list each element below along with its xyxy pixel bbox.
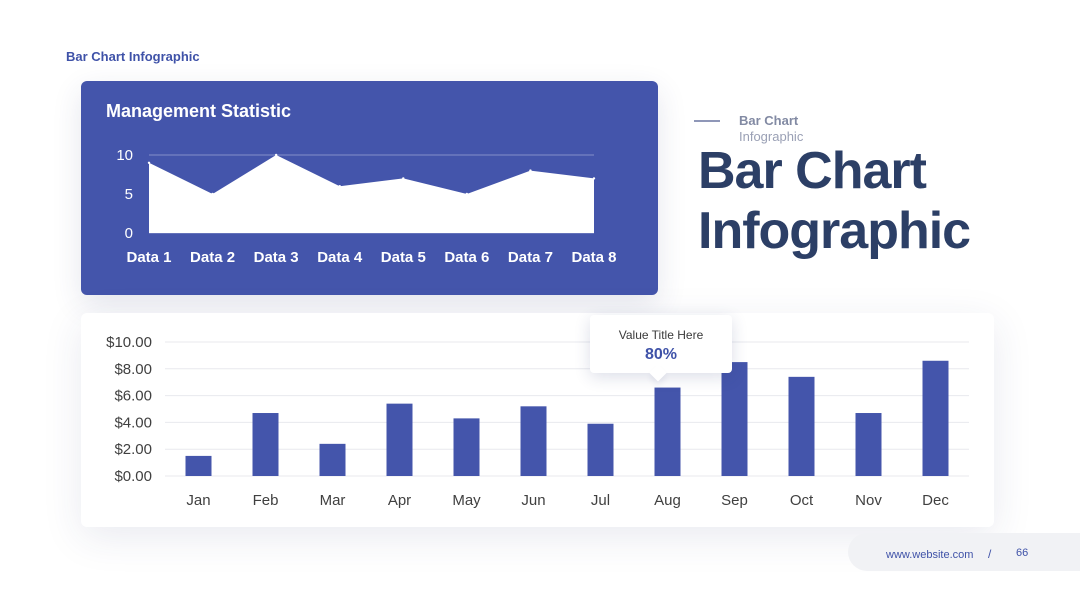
area-x-tick: Data 8 — [571, 249, 616, 266]
bar-jun — [520, 406, 547, 476]
bar-chart: $0.00 $2.00 $4.00 $6.00 $8.00 $10.00 Jan Feb Mar… — [106, 334, 969, 509]
footer-separator: / — [988, 547, 992, 561]
bar-may — [453, 418, 480, 476]
bar-x-tick: Sep — [721, 492, 748, 509]
bar-feb — [252, 413, 279, 476]
area-y-tick: 10 — [116, 147, 133, 164]
area-y-tick: 0 — [125, 225, 133, 242]
bar-y-tick: $2.00 — [114, 441, 152, 458]
bar-x-tick: Jul — [591, 492, 610, 509]
bar-y-tick: $4.00 — [114, 414, 152, 431]
area-x-tick: Data 4 — [317, 249, 363, 266]
bar-x-tick: Mar — [320, 492, 346, 509]
bar-x-tick: Jun — [521, 492, 545, 509]
footer-url[interactable]: www.website.com — [886, 549, 974, 561]
side-subtitle-line1: Bar Chart — [739, 113, 799, 128]
area-x-tick: Data 7 — [508, 249, 553, 266]
area-point — [529, 169, 532, 172]
area-x-tick: Data 2 — [190, 249, 235, 266]
area-x-tick: Data 3 — [254, 249, 299, 266]
area-x-tick: Data 5 — [381, 249, 426, 266]
bar-x-tick: Aug — [654, 492, 681, 509]
bar-y-tick: $8.00 — [114, 361, 152, 378]
area-chart-card: Management Statistic 0 5 10 Data 1 Data 2 Dat… — [81, 81, 658, 295]
area-chart-title: Management Statistic — [106, 101, 292, 121]
tooltip-title: Value Title Here — [618, 328, 704, 342]
bar-chart-card: $0.00 $2.00 $4.00 $6.00 $8.00 $10.00 Jan Feb Mar… — [81, 313, 994, 527]
area-series — [149, 155, 594, 233]
side-subtitle-line2: Infographic — [739, 129, 804, 144]
area-point — [338, 185, 341, 188]
bar-y-tick: $0.00 — [114, 468, 152, 485]
bar-apr — [386, 403, 413, 476]
area-point — [147, 161, 151, 164]
header-label: Bar Chart Infographic — [66, 49, 200, 64]
area-chart: 0 5 10 Data 1 Data 2 Data 3 Data 4 Data 5 Data 6… — [116, 147, 616, 266]
area-point — [465, 192, 469, 196]
area-x-tick: Data 6 — [444, 249, 489, 266]
area-x-tick: Data 1 — [126, 249, 171, 266]
page-number: 66 — [1016, 547, 1029, 559]
side-divider — [694, 120, 720, 122]
bar-dec — [922, 360, 949, 476]
bar-nov — [855, 413, 882, 476]
bar-y-tick: $6.00 — [114, 388, 152, 405]
bar-oct — [788, 376, 815, 476]
area-point — [211, 192, 214, 196]
bar-aug — [654, 387, 681, 476]
tooltip-value: 80% — [644, 346, 678, 363]
area-point — [402, 177, 405, 180]
bar-x-tick: Apr — [388, 492, 411, 509]
bar-y-tick: $10.00 — [106, 334, 152, 351]
bar-x-tick: Dec — [922, 492, 949, 509]
big-title-line2: Infographic — [698, 202, 971, 260]
big-title-line1: Bar Chart — [698, 142, 927, 200]
bar-x-tick: Feb — [253, 492, 279, 509]
footer-pill — [848, 533, 1080, 571]
bar-x-tick: Nov — [855, 492, 882, 509]
bar-x-tick: Jan — [186, 492, 210, 509]
bar-x-tick: Oct — [790, 492, 814, 509]
area-y-tick: 5 — [125, 186, 133, 203]
bar-sep — [721, 362, 748, 476]
bar-jul — [587, 423, 614, 476]
area-point — [274, 153, 278, 157]
value-tooltip: Value Title Here 80% — [590, 315, 732, 373]
bar-x-tick: May — [452, 492, 481, 509]
bar-mar — [319, 443, 346, 476]
area-point — [592, 177, 596, 180]
bar-jan — [185, 455, 212, 476]
